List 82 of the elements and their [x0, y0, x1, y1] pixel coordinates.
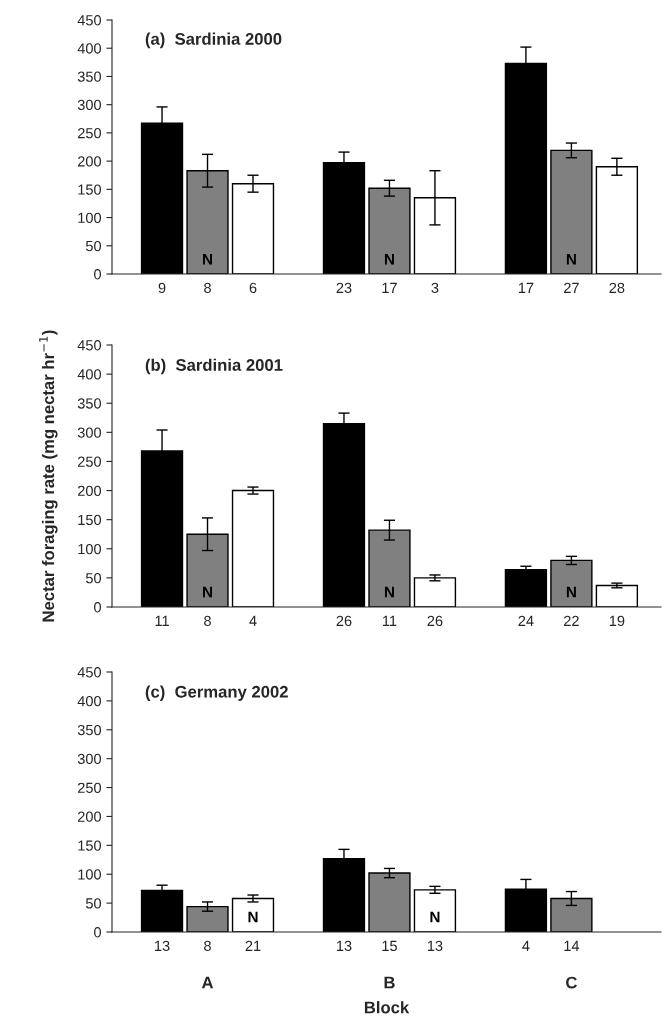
text: (c) Germany 2002 — [145, 685, 288, 701]
x-tick-label: 26 — [427, 615, 443, 627]
y-tick-label: 200 — [77, 811, 102, 822]
x-tick-label: 14 — [564, 940, 580, 951]
bar — [413, 577, 457, 607]
x-tick-label: 19 — [609, 615, 625, 627]
y-tick-label: 250 — [77, 127, 102, 139]
data-label: N — [203, 253, 213, 265]
y-tick-label: 50 — [85, 898, 102, 909]
bar — [186, 905, 229, 932]
x-tick-label: 8 — [204, 615, 211, 627]
x-tick-label: 27 — [564, 282, 579, 293]
y-tick-label: 50 — [85, 240, 102, 252]
y-tick-label: 400 — [77, 43, 102, 54]
y-tick-label: 400 — [77, 695, 102, 707]
bar — [413, 889, 457, 932]
y-tick-label: 350 — [77, 398, 102, 409]
y-tick-label: 150 — [78, 840, 102, 851]
bar — [504, 569, 548, 607]
data-label: N — [566, 253, 576, 265]
x-tick-label: 11 — [383, 615, 397, 626]
x-tick-label: 6 — [249, 282, 257, 294]
bar — [368, 872, 411, 932]
y-tick-label: 450 — [77, 15, 102, 26]
text: A — [201, 976, 214, 989]
y-tick-label: 150 — [78, 184, 102, 195]
x-tick-label: 23 — [336, 282, 352, 294]
text: (a) Sardinia 2000 — [145, 32, 282, 49]
data-label: N — [566, 586, 576, 598]
x-tick-label: 13 — [155, 940, 170, 952]
y-tick-label: 450 — [77, 340, 102, 351]
x-tick-label: 17 — [518, 282, 534, 293]
y-tick-label: 350 — [77, 71, 102, 82]
y-tick-label: 100 — [78, 212, 102, 223]
bar — [140, 889, 184, 932]
data-label: N — [248, 911, 258, 923]
x-tick-label: 9 — [158, 282, 166, 294]
x-tick-label: 26 — [336, 615, 352, 627]
text: B — [384, 976, 395, 989]
data-label: N — [430, 911, 440, 923]
y-tick-label: 100 — [78, 869, 102, 880]
y-tick-label: 0 — [94, 927, 102, 938]
data-label: N — [384, 586, 394, 598]
y-tick-label: 300 — [77, 427, 102, 438]
x-tick-label: 17 — [382, 282, 397, 293]
y-tick-label: 200 — [77, 156, 102, 167]
bar — [231, 897, 275, 932]
x-tick-label: 4 — [522, 940, 530, 951]
x-tick-label: 3 — [431, 282, 439, 294]
y-tick-label: 200 — [77, 485, 102, 496]
bar — [595, 584, 639, 607]
bar — [231, 489, 275, 607]
x-tick-label: 13 — [427, 940, 443, 952]
y-tick-label: 100 — [78, 543, 102, 555]
x-tick-label: 4 — [249, 615, 257, 626]
x-tick-label: 11 — [155, 615, 169, 626]
x-tick-label: 8 — [204, 282, 211, 294]
data-label: N — [384, 253, 394, 265]
y-tick-label: 0 — [94, 602, 102, 613]
text: (b) Sardinia 2001 — [145, 358, 283, 375]
y-tick-label: 250 — [77, 782, 102, 793]
y-tick-label: 150 — [78, 514, 102, 526]
x-tick-label: 21 — [245, 940, 261, 951]
x-axis-title: Block — [364, 1001, 410, 1014]
y-tick-label: 50 — [85, 572, 102, 584]
text: C — [566, 976, 577, 989]
x-tick-label: 13 — [336, 940, 352, 952]
y-tick-label: 350 — [77, 724, 102, 736]
y-tick-label: 250 — [77, 456, 102, 467]
y-axis-title: Nectar foraging rate (mg nectar hr$^{−1}$) — [39, 330, 58, 622]
data-label: N — [203, 586, 213, 598]
bar — [550, 559, 593, 607]
y-tick-label: 0 — [94, 269, 102, 280]
x-tick-label: 28 — [609, 282, 625, 294]
y-tick-label: 450 — [77, 667, 102, 678]
x-tick-label: 15 — [382, 940, 397, 952]
x-tick-label: 24 — [518, 615, 534, 626]
y-tick-label: 400 — [77, 369, 102, 380]
x-tick-label: 8 — [204, 940, 211, 952]
y-tick-label: 300 — [77, 753, 102, 765]
y-tick-label: 300 — [77, 99, 102, 111]
x-tick-label: 22 — [564, 615, 579, 626]
